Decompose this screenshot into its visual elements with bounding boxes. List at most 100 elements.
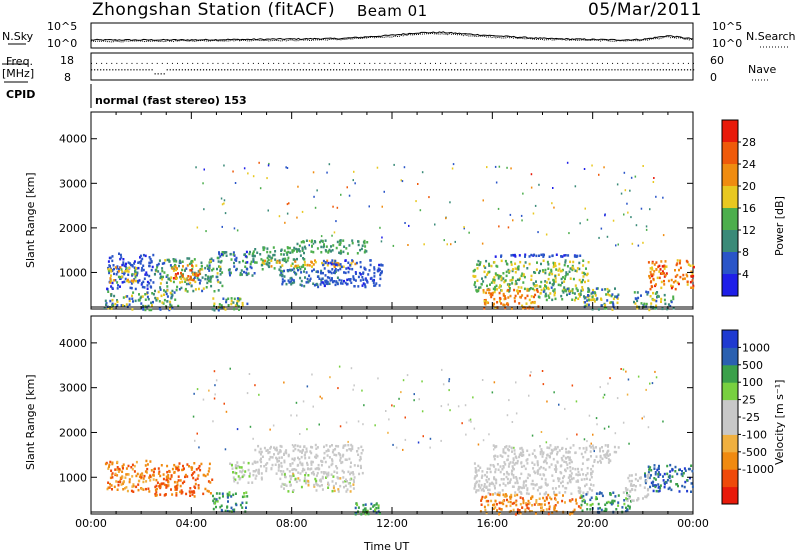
power-cell [642,304,645,307]
power-cell [569,260,572,264]
velocity-cell [228,493,231,497]
power-cell [336,240,339,244]
power-speckle [320,235,323,238]
nave-point [197,62,199,64]
velocity-cell [303,445,306,448]
power-cell [166,258,169,262]
freq-point [130,69,132,71]
nave-point [571,62,573,64]
velocity-cell [159,486,162,490]
velocity-cell [571,498,574,501]
power-cell [228,271,231,274]
freq-point [550,69,553,71]
nave-point [591,62,593,64]
freq-point [372,69,374,71]
freq-point [254,69,256,71]
freq-point [599,69,601,71]
power-cell [612,302,615,306]
power-cell [343,245,346,248]
velocity-cell [657,486,660,489]
velocity-cell [518,509,521,512]
freq-point [109,69,111,71]
velocity-speckle [651,382,654,385]
velocity-cell [665,481,668,484]
power-cell [169,307,171,310]
velocity-speckle [391,404,393,407]
power-cell [559,270,562,273]
power-speckle [252,175,255,178]
velocity-cell [536,488,539,492]
velocity-cell [657,471,660,474]
power-cell [108,271,111,275]
power-speckle [286,167,289,169]
velocity-cell [297,456,299,460]
velocity-cell [274,463,277,466]
power-cell [482,291,485,294]
power-cell [157,262,160,266]
velocity-cell [271,456,274,459]
power-cell [230,258,233,261]
velocity-cell [564,491,567,494]
nave-point [202,62,204,64]
power-cell [242,259,244,263]
power-cell [116,304,119,307]
power-cell [514,267,517,270]
power-cell [218,252,221,256]
power-cell [125,295,127,298]
power-cell [676,262,679,265]
velocity-cell [122,467,124,470]
velocity-cell [154,488,157,492]
power-cell [128,266,131,269]
power-cell [499,284,502,287]
velocity-cell [175,494,178,497]
velocity-cell [509,461,512,464]
velocity-cell [591,464,594,468]
velocity-cell [588,487,591,490]
velocity-cell [651,483,654,486]
velocity-cell [270,467,273,470]
power-cell [547,267,550,270]
velocity-cell [668,474,671,477]
velocity-speckle [649,382,651,385]
power-cell [557,269,560,272]
velocity-cell [310,463,313,466]
power-cell [651,261,654,265]
power-colorbar-tick-label: 16 [742,202,756,215]
power-cell [199,268,202,271]
velocity-cell [144,464,147,467]
power-cell [636,306,639,310]
velocity-cell [251,462,254,466]
velocity-echo-region-10 [580,491,632,514]
velocity-cell [522,499,525,502]
power-cell [577,293,580,296]
nave-point [682,62,684,64]
velocity-cell [240,466,243,469]
nave-point [151,62,153,64]
nave-point [531,62,533,64]
velocity-cell [275,472,278,475]
power-cell [300,279,303,283]
velocity-cell [109,460,112,464]
velocity-cell [489,493,492,496]
velocity-cell [481,474,484,477]
velocity-cell [639,477,642,480]
nave-point [546,62,548,64]
velocity-cell [564,456,567,460]
velocity-speckle [575,400,578,403]
velocity-cell [347,482,350,485]
power-cell [206,278,209,281]
power-speckle [428,196,430,199]
velocity-cell [662,475,664,478]
velocity-cell [107,486,110,489]
power-cell [288,281,291,284]
velocity-cell [542,452,545,456]
velocity-cell [193,495,196,498]
power-cell [682,277,684,281]
velocity-cell [213,497,216,501]
power-cell [330,278,333,281]
velocity-cell [568,461,571,465]
velocity-cell [351,445,354,448]
power-cell [542,270,545,273]
velocity-speckle [662,420,664,423]
velocity-cell [346,488,349,491]
